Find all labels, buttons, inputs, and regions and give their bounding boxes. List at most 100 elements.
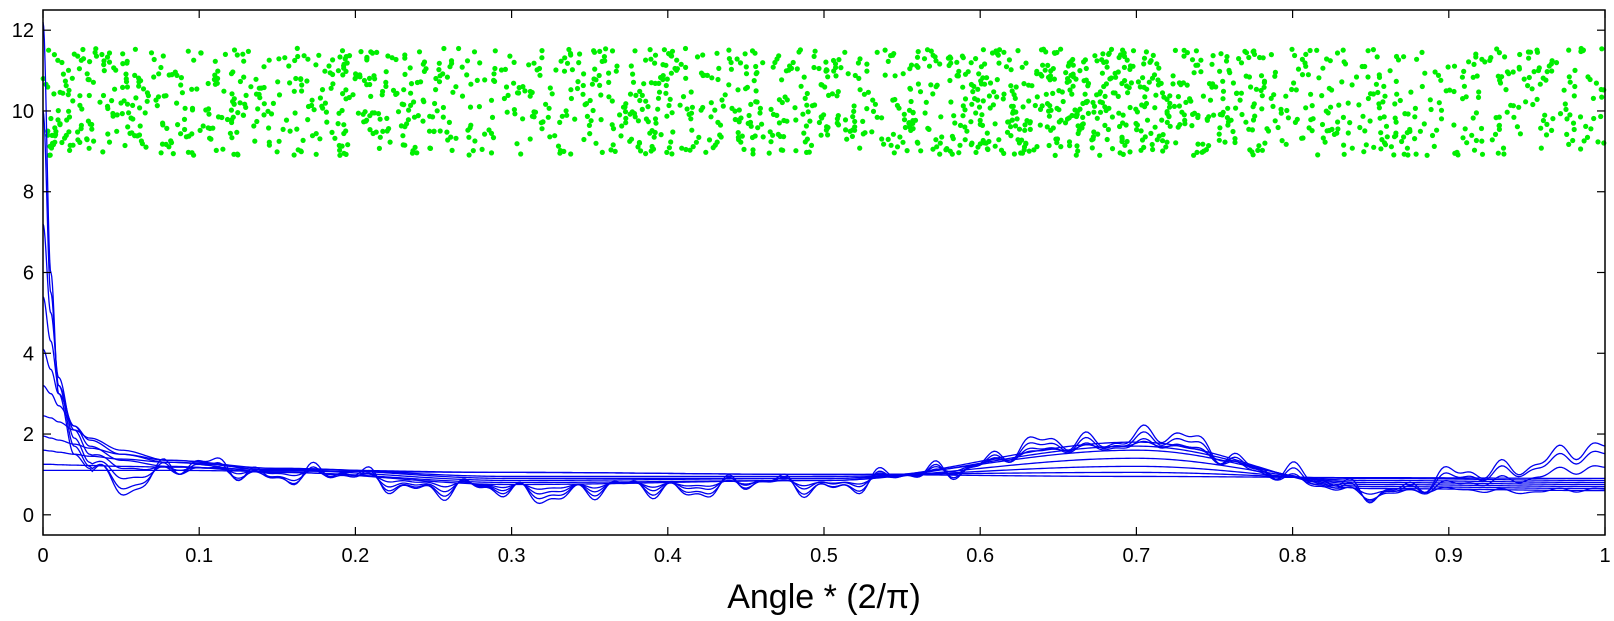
scatter-point: [1399, 138, 1405, 145]
scatter-point: [1451, 122, 1457, 128]
scatter-point: [140, 86, 147, 92]
scatter-point: [414, 79, 420, 86]
scatter-point: [77, 102, 83, 108]
scatter-point: [722, 92, 728, 98]
scatter-point: [628, 63, 634, 69]
scatter-point: [1489, 137, 1495, 143]
scatter-point: [1043, 91, 1049, 97]
scatter-point: [948, 99, 954, 105]
scatter-point: [591, 76, 597, 82]
scatter-point: [597, 82, 603, 88]
scatter-point: [1083, 77, 1089, 83]
scatter-point: [1163, 144, 1169, 150]
scatter-point: [805, 109, 811, 115]
scatter-point: [1259, 106, 1265, 112]
scatter-point: [1238, 90, 1244, 96]
scatter-point: [857, 145, 863, 151]
scatter-point: [995, 52, 1001, 58]
scatter-point: [601, 54, 608, 60]
scatter-point: [666, 102, 672, 109]
scatter-point: [55, 108, 61, 114]
scatter-point: [1085, 110, 1091, 116]
scatter-point: [890, 97, 896, 103]
scatter-point: [1234, 90, 1240, 96]
scatter-point: [468, 81, 474, 87]
scatter-point: [907, 85, 913, 91]
scatter-point: [1150, 146, 1156, 153]
scatter-point: [390, 87, 397, 93]
scatter-point: [1063, 70, 1069, 76]
scatter-point: [1462, 126, 1468, 132]
scatter-point: [1069, 91, 1075, 97]
scatter-point: [987, 80, 994, 86]
scatter-point: [798, 83, 804, 89]
scatter-point: [1279, 138, 1285, 144]
scatter-point: [1016, 126, 1023, 132]
scatter-point: [894, 144, 901, 150]
scatter-point: [411, 99, 417, 105]
scatter-point: [1026, 82, 1032, 88]
scatter-point: [166, 144, 172, 150]
scatter-point: [664, 76, 670, 82]
scatter-point: [1124, 57, 1130, 63]
scatter-point: [1083, 65, 1089, 72]
scatter-point: [383, 83, 389, 89]
scatter-point: [431, 128, 437, 134]
scatter-point: [1080, 114, 1086, 120]
scatter-point: [420, 61, 426, 67]
x-tick-label: 0.7: [1122, 545, 1150, 567]
scatter-point: [801, 130, 807, 136]
scatter-point: [647, 47, 653, 53]
scatter-point: [207, 125, 213, 132]
scatter-point: [1009, 88, 1015, 94]
scatter-point: [1200, 93, 1206, 99]
scatter-point: [610, 126, 617, 132]
scatter-point: [51, 91, 57, 97]
scatter-point: [842, 49, 848, 55]
scatter-point: [1188, 98, 1194, 104]
scatter-point: [1474, 73, 1480, 79]
scatter-point: [718, 134, 724, 140]
scatter-point: [1275, 124, 1281, 131]
scatter-point: [292, 57, 298, 64]
scatter-point: [1176, 80, 1182, 86]
scatter-point: [955, 73, 962, 79]
scatter-point: [255, 106, 261, 112]
scatter-point: [402, 71, 408, 77]
scatter-point: [1517, 131, 1523, 137]
scatter-point: [1144, 86, 1150, 92]
scatter-point: [950, 136, 956, 142]
scatter-point: [1401, 54, 1407, 60]
scatter-point: [1567, 112, 1573, 118]
scatter-point: [865, 89, 872, 95]
scatter-point: [1469, 132, 1475, 138]
scatter-point: [1220, 88, 1227, 94]
scatter-point: [575, 79, 581, 85]
scatter-point: [1549, 127, 1555, 133]
scatter-point: [689, 127, 695, 133]
scatter-point: [1397, 97, 1403, 104]
scatter-point: [1452, 150, 1458, 156]
scatter-point: [1092, 53, 1098, 59]
scatter-point: [1393, 133, 1399, 139]
scatter-point: [1164, 139, 1170, 145]
scatter-point: [1032, 102, 1038, 109]
scatter-point: [973, 149, 979, 155]
scatter-point: [574, 85, 581, 92]
scatter-point: [1268, 95, 1274, 101]
scatter-point: [1050, 125, 1056, 131]
scatter-point: [134, 133, 140, 139]
scatter-point: [1204, 116, 1210, 122]
scatter-point: [914, 54, 921, 60]
scatter-point: [623, 115, 629, 121]
scatter-point: [1407, 126, 1413, 133]
scatter-point: [86, 145, 92, 151]
scatter-point: [948, 55, 954, 61]
scatter-point: [1514, 124, 1520, 130]
scatter-point: [1258, 73, 1265, 79]
scatter-point: [1583, 123, 1589, 129]
scatter-point: [614, 63, 620, 69]
scatter-point: [1340, 114, 1346, 120]
scatter-point: [1424, 152, 1430, 158]
scatter-point: [1022, 122, 1028, 128]
